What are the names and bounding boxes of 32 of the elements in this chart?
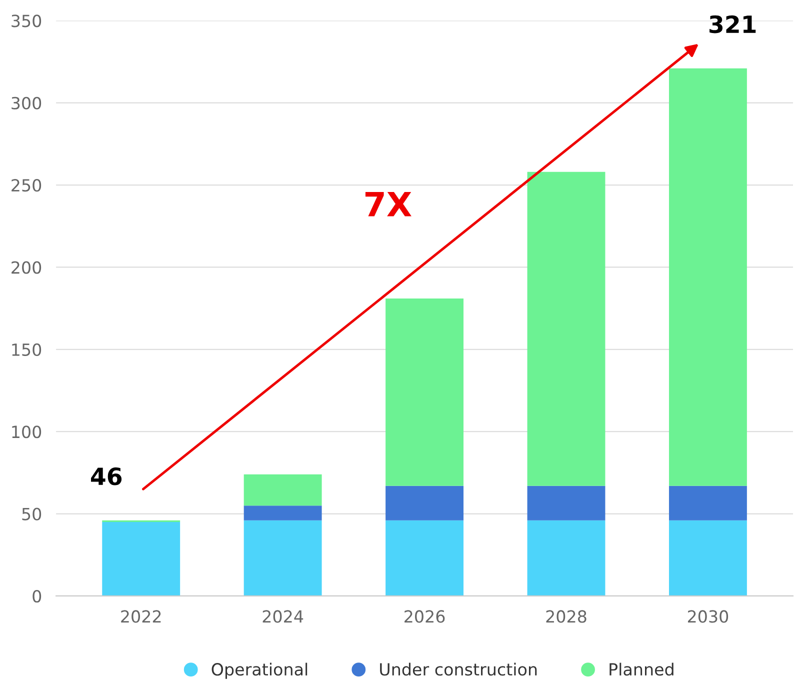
bar [244,506,322,520]
bar [668,520,747,596]
y-tick-label: 100 [12,426,42,438]
bar [668,68,747,486]
x-tick-label: 2026 [404,610,445,623]
y-tick-label: 0 [32,590,42,603]
y-tick-label: 200 [12,261,42,274]
bar [386,298,464,486]
bar [527,520,606,596]
x-tick-label: 2024 [262,610,304,623]
annotation: 7X [365,192,412,216]
legend-label: Under construction [380,662,537,676]
annotation: 321 [710,15,756,34]
x-tick-label: 2022 [121,610,161,623]
y-tick-label: 50 [22,508,42,520]
y-tick-label: 350 [12,14,42,28]
y-tick-label: 250 [12,179,42,192]
legend-label: Planned [610,662,674,676]
bar [386,486,464,520]
bar [668,486,747,520]
bar [102,522,180,596]
y-tick-label: 150 [12,343,42,356]
bar [527,486,606,520]
bar [386,520,464,596]
annotation: 46 [91,467,122,486]
x-tick-label: 2028 [546,610,586,623]
y-tick-label: 300 [12,96,42,110]
bar [244,474,322,506]
bar [244,520,322,596]
bar [527,172,606,486]
legend-label: Operational [212,662,308,679]
x-tick-label: 2030 [688,610,728,623]
